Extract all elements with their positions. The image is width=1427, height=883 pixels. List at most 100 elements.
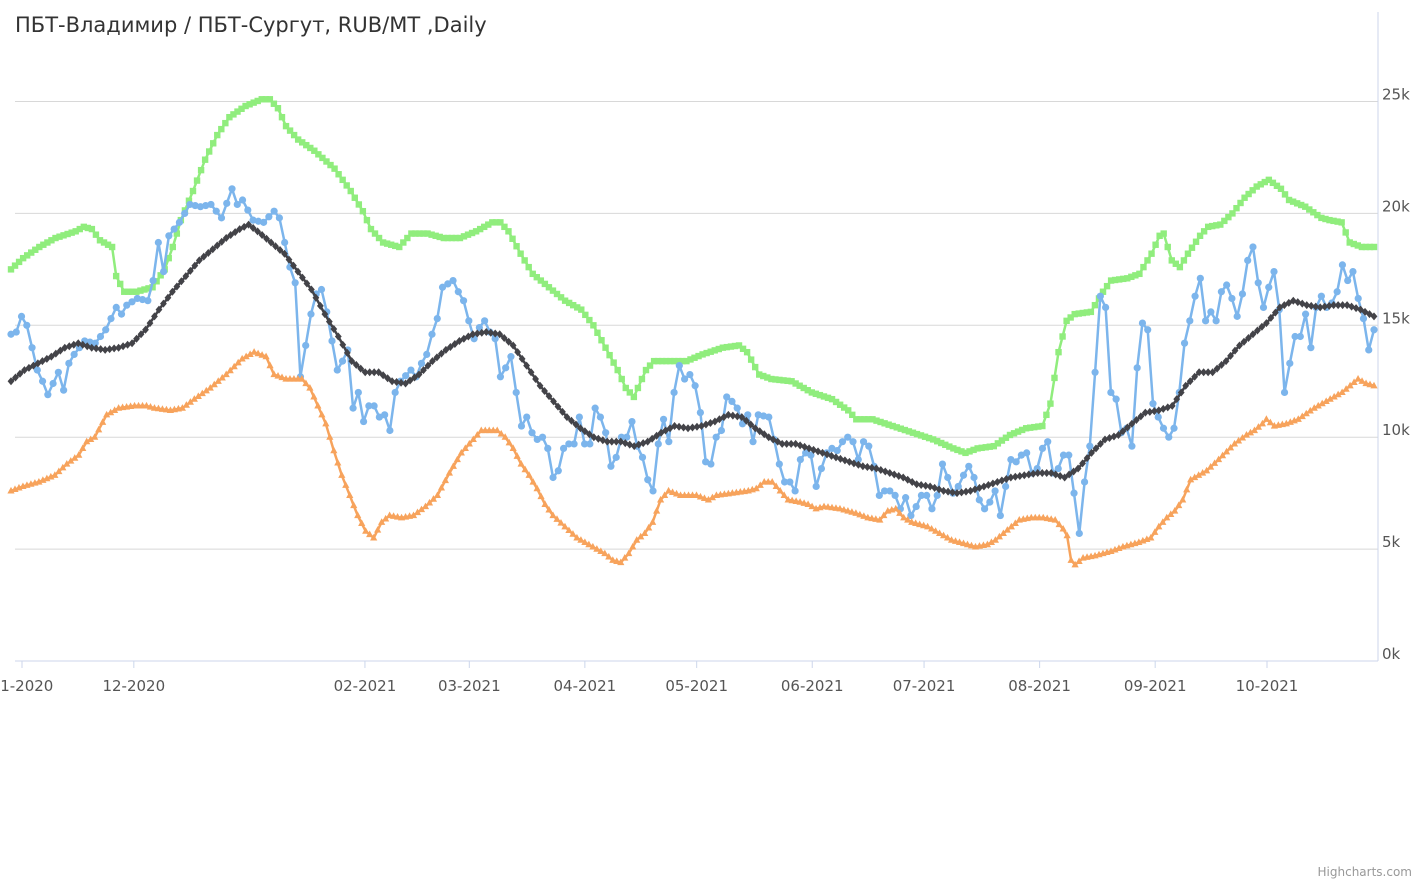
data-point[interactable] [653,507,661,514]
data-point[interactable] [696,492,705,500]
data-point[interactable] [796,455,804,464]
data-point[interactable] [727,343,735,350]
data-point[interactable] [653,431,661,440]
data-point[interactable] [190,395,198,402]
data-point[interactable] [282,122,290,130]
data-point[interactable] [1330,301,1338,310]
data-point[interactable] [1012,458,1020,466]
data-point[interactable] [160,268,168,276]
data-point[interactable] [739,345,747,353]
data-point[interactable] [222,119,229,127]
data-point[interactable] [240,222,248,231]
data-point[interactable] [433,353,441,362]
data-point[interactable] [1254,279,1262,287]
data-point[interactable] [366,368,374,377]
data-point[interactable] [609,556,617,563]
data-point[interactable] [242,352,250,360]
data-point[interactable] [953,489,961,498]
data-point[interactable] [1186,377,1194,386]
data-point[interactable] [594,329,601,336]
data-point[interactable] [756,481,764,488]
data-point[interactable] [1154,413,1162,421]
data-point[interactable] [212,207,220,215]
data-point[interactable] [1147,533,1155,541]
data-point[interactable] [343,182,350,189]
data-point[interactable] [671,357,678,365]
data-point[interactable] [684,424,692,433]
data-point[interactable] [444,234,452,242]
data-point[interactable] [108,243,116,251]
data-point[interactable] [457,448,465,456]
data-point[interactable] [966,448,973,455]
data-point[interactable] [182,401,190,408]
data-point[interactable] [917,491,926,499]
data-point[interactable] [1180,257,1188,264]
data-point[interactable] [412,230,419,237]
data-point[interactable] [128,339,136,348]
data-point[interactable] [397,378,405,387]
data-point[interactable] [663,357,670,365]
data-point[interactable] [938,460,947,468]
data-point[interactable] [1326,216,1333,224]
data-point[interactable] [1314,211,1321,219]
data-point[interactable] [913,480,921,489]
data-point[interactable] [675,357,682,365]
data-point[interactable] [1128,442,1136,450]
data-point[interactable] [859,462,867,471]
data-point[interactable] [856,510,864,518]
data-point[interactable] [429,357,436,366]
data-point[interactable] [117,310,126,318]
data-point[interactable] [1002,434,1010,441]
data-point[interactable] [641,529,649,537]
data-point[interactable] [191,261,199,270]
data-point[interactable] [286,127,294,134]
data-point[interactable] [1262,415,1270,422]
data-point[interactable] [970,473,978,482]
data-point[interactable] [569,301,577,309]
data-point[interactable] [59,463,67,471]
data-point[interactable] [294,267,302,276]
data-point[interactable] [517,250,524,257]
data-point[interactable] [254,349,262,357]
data-point[interactable] [1210,459,1219,466]
data-point[interactable] [569,530,577,537]
data-point[interactable] [689,423,696,432]
data-point[interactable] [573,533,581,541]
data-point[interactable] [853,416,860,423]
data-point[interactable] [1184,250,1192,257]
data-point[interactable] [51,471,59,478]
data-point[interactable] [338,471,346,478]
data-point[interactable] [913,430,921,438]
data-point[interactable] [1151,528,1159,535]
data-point[interactable] [912,519,920,526]
data-point[interactable] [327,161,334,169]
data-point[interactable] [917,432,925,439]
data-point[interactable] [306,383,314,391]
data-point[interactable] [460,233,468,240]
data-point[interactable] [1370,243,1378,251]
data-point[interactable] [433,314,441,323]
data-point[interactable] [586,316,593,324]
data-point[interactable] [1187,475,1195,483]
data-point[interactable] [1231,346,1239,355]
data-point[interactable] [346,491,354,498]
data-point[interactable] [119,342,127,351]
data-point[interactable] [48,237,55,244]
data-point[interactable] [415,370,423,379]
data-point[interactable] [1102,303,1110,312]
data-point[interactable] [233,200,241,209]
data-point[interactable] [908,518,916,525]
data-point[interactable] [549,287,557,294]
data-point[interactable] [704,495,713,503]
data-point[interactable] [1011,472,1019,481]
data-point[interactable] [464,231,472,238]
data-point[interactable] [591,404,599,412]
data-point[interactable] [451,339,459,348]
data-point[interactable] [1359,314,1368,323]
data-point[interactable] [897,425,904,432]
data-point[interactable] [1196,232,1204,239]
data-point[interactable] [1318,214,1325,222]
data-point[interactable] [355,201,363,208]
data-point[interactable] [321,310,329,319]
data-point[interactable] [796,498,804,505]
